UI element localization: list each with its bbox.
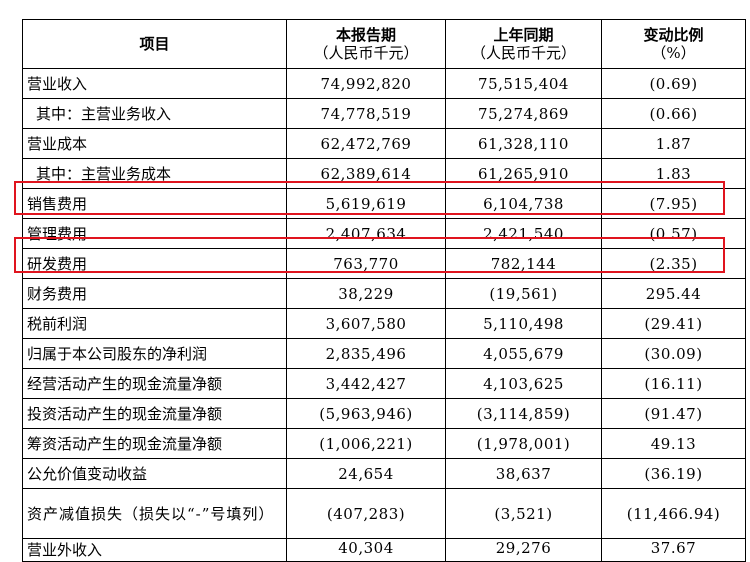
header-prior-period: 上年同期 （人民币千元） [445,19,602,69]
row-prior: 61,328,110 [445,128,602,159]
row-item: 其中：主营业务成本 [22,158,287,189]
row-change: (2.35) [601,248,746,279]
table-row: 税前利润 3,607,580 5,110,498 (29.41) [22,308,746,339]
row-change: (36.19) [601,458,746,489]
table-row: 归属于本公司股东的净利润 2,835,496 4,055,679 (30.09) [22,338,746,369]
row-item: 税前利润 [22,308,287,339]
row-item: 营业收入 [22,68,287,99]
row-change: 49.13 [601,428,746,459]
row-change: 37.67 [601,538,746,562]
row-change: (29.41) [601,308,746,339]
header-current-unit: （人民币千元） [313,44,419,62]
row-change: (0.57) [601,218,746,249]
row-prior: (19,561) [445,278,602,309]
row-change: (11,466.94) [601,488,746,539]
table-row: 其中：主营业务收入 74,778,519 75,274,869 (0.66) [22,98,746,129]
row-change: (7.95) [601,188,746,219]
table-row: 经营活动产生的现金流量净额 3,442,427 4,103,625 (16.11… [22,368,746,399]
row-current: 62,472,769 [286,128,446,159]
table-row: 其中：主营业务成本 62,389,614 61,265,910 1.83 [22,158,746,189]
table-row: 营业外收入 40,304 29,276 37.67 [22,538,746,562]
row-item: 营业外收入 [22,538,287,562]
row-item: 公允价值变动收益 [22,458,287,489]
row-change: (16.11) [601,368,746,399]
table-row-sales-expense: 销售费用 5,619,619 6,104,738 (7.95) [22,188,746,219]
financial-table: 项目 本报告期 （人民币千元） 上年同期 （人民币千元） 变动比例 （%） 营业… [22,19,746,562]
table-row: 管理费用 2,407,634 2,421,540 (0.57) [22,218,746,249]
table-header-row: 项目 本报告期 （人民币千元） 上年同期 （人民币千元） 变动比例 （%） [22,19,746,69]
row-prior: 29,276 [445,538,602,562]
header-item: 项目 [22,19,287,69]
header-change-ratio: 变动比例 （%） [601,19,746,69]
row-change: (0.69) [601,68,746,99]
row-item: 营业成本 [22,128,287,159]
row-prior: (1,978,001) [445,428,602,459]
table-row: 财务费用 38,229 (19,561) 295.44 [22,278,746,309]
row-item: 筹资活动产生的现金流量净额 [22,428,287,459]
row-prior: 4,103,625 [445,368,602,399]
table-row: 投资活动产生的现金流量净额 (5,963,946) (3,114,859) (9… [22,398,746,429]
row-current: 74,992,820 [286,68,446,99]
row-prior: (3,114,859) [445,398,602,429]
table-row: 筹资活动产生的现金流量净额 (1,006,221) (1,978,001) 49… [22,428,746,459]
row-current: 3,607,580 [286,308,446,339]
row-current: (5,963,946) [286,398,446,429]
row-item: 其中：主营业务收入 [22,98,287,129]
table-row: 营业成本 62,472,769 61,328,110 1.87 [22,128,746,159]
row-change: 1.83 [601,158,746,189]
row-current: 5,619,619 [286,188,446,219]
row-current: 2,835,496 [286,338,446,369]
row-current: 763,770 [286,248,446,279]
row-item: 管理费用 [22,218,287,249]
table-row: 营业收入 74,992,820 75,515,404 (0.69) [22,68,746,99]
row-prior: 4,055,679 [445,338,602,369]
header-change-unit: （%） [651,44,696,62]
row-item: 经营活动产生的现金流量净额 [22,368,287,399]
row-current: (407,283) [286,488,446,539]
table-row: 资产减值损失（损失以“-”号填列） (407,283) (3,521) (11,… [22,488,746,539]
row-prior: 782,144 [445,248,602,279]
row-prior: 75,515,404 [445,68,602,99]
row-prior: 6,104,738 [445,188,602,219]
row-current: 24,654 [286,458,446,489]
row-item: 投资活动产生的现金流量净额 [22,398,287,429]
row-current: 62,389,614 [286,158,446,189]
row-item: 归属于本公司股东的净利润 [22,338,287,369]
row-change: (0.66) [601,98,746,129]
table-row-rd-expense: 研发费用 763,770 782,144 (2.35) [22,248,746,279]
row-prior: 38,637 [445,458,602,489]
row-prior: (3,521) [445,488,602,539]
row-prior: 61,265,910 [445,158,602,189]
row-item: 研发费用 [22,248,287,279]
row-change: 1.87 [601,128,746,159]
row-item: 销售费用 [22,188,287,219]
row-current: 38,229 [286,278,446,309]
row-current: 40,304 [286,538,446,562]
row-prior: 5,110,498 [445,308,602,339]
row-current: 74,778,519 [286,98,446,129]
table-row: 公允价值变动收益 24,654 38,637 (36.19) [22,458,746,489]
row-change: (30.09) [601,338,746,369]
row-item: 资产减值损失（损失以“-”号填列） [22,488,287,539]
header-prior-unit: （人民币千元） [470,44,576,62]
row-current: 2,407,634 [286,218,446,249]
header-current-period: 本报告期 （人民币千元） [286,19,446,69]
row-change: (91.47) [601,398,746,429]
row-current: 3,442,427 [286,368,446,399]
row-change: 295.44 [601,278,746,309]
row-prior: 2,421,540 [445,218,602,249]
row-item: 财务费用 [22,278,287,309]
row-current: (1,006,221) [286,428,446,459]
row-prior: 75,274,869 [445,98,602,129]
